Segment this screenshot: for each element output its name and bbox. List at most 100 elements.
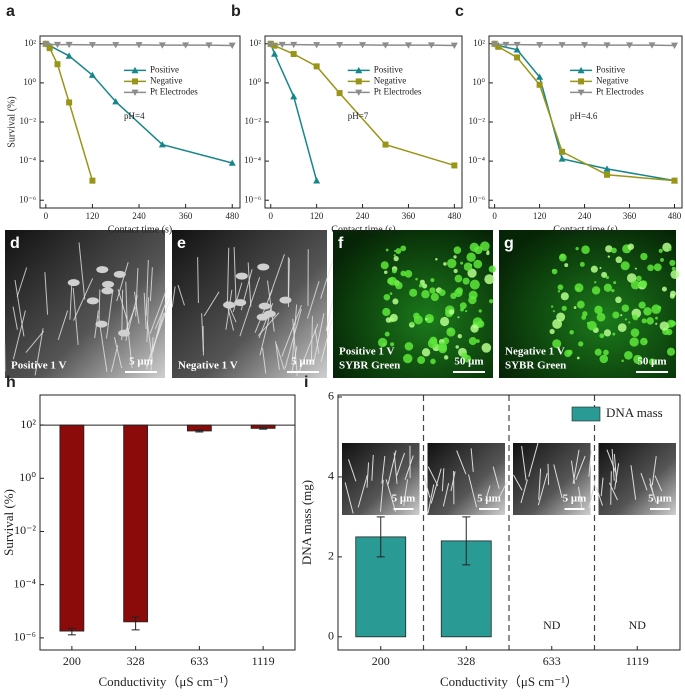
- y-tick-label: 10²: [20, 417, 36, 431]
- marker: [182, 42, 190, 49]
- marker: [313, 177, 321, 184]
- plot-frame: [39, 35, 241, 209]
- image-texture: [419, 279, 425, 285]
- x-tick-label: 1119: [626, 654, 649, 668]
- image-texture: [553, 464, 563, 499]
- image-texture: [605, 245, 613, 253]
- y-tick-label: 10⁻⁶: [19, 194, 36, 204]
- marker: [513, 46, 521, 53]
- image-texture: [626, 273, 637, 283]
- marker: [495, 43, 502, 50]
- scale-label: 50 μm: [454, 356, 483, 368]
- image-texture: [203, 291, 220, 317]
- micrograph: [172, 230, 327, 378]
- y-tick-label: 10⁻²: [14, 523, 36, 537]
- image-texture: [670, 320, 677, 327]
- image-texture: [513, 474, 523, 491]
- x-tick-label: 0: [492, 211, 497, 221]
- y-tick-label: 4: [328, 469, 334, 483]
- image-texture: [125, 281, 128, 331]
- image-texture: [117, 288, 128, 320]
- image-texture: [671, 266, 676, 271]
- image-texture: [630, 328, 640, 338]
- image-caption: Positive 1 V: [11, 360, 66, 372]
- x-tick-label: 480: [668, 211, 682, 221]
- marker: [66, 99, 73, 106]
- micrograph: [5, 230, 165, 378]
- image-texture: [149, 267, 153, 302]
- image-texture: [595, 486, 603, 506]
- image-texture: [310, 316, 313, 364]
- y-tick-label: 10⁰: [19, 470, 36, 484]
- panel-label: h: [6, 374, 16, 391]
- image-texture: [552, 339, 562, 349]
- marker: [581, 42, 589, 49]
- image-texture: [481, 342, 492, 353]
- image-texture: [437, 342, 448, 352]
- x-tick-label: 0: [44, 211, 49, 221]
- image-texture: [145, 308, 168, 367]
- image-texture: [575, 455, 586, 481]
- marker: [603, 42, 611, 49]
- image-texture: [101, 287, 114, 295]
- image-texture: [429, 287, 436, 294]
- image-texture: [600, 477, 604, 497]
- marker: [88, 71, 96, 78]
- image-texture: [654, 475, 663, 492]
- image-texture: [456, 450, 467, 475]
- image-texture: [197, 257, 199, 303]
- x-tick-label: 360: [623, 211, 637, 221]
- x-axis-title: Contact time (s): [108, 224, 172, 235]
- image-texture: [292, 318, 298, 376]
- image-texture: [469, 242, 479, 252]
- image-texture: [611, 247, 617, 254]
- image-texture: [601, 271, 608, 278]
- image-caption: SYBR Green: [339, 360, 400, 372]
- image-texture: [234, 299, 247, 307]
- marker: [355, 89, 363, 96]
- image-texture: [457, 333, 462, 339]
- image-texture: [400, 245, 407, 252]
- image-texture: [612, 311, 620, 319]
- image-texture: [591, 286, 601, 295]
- image-texture: [621, 359, 624, 363]
- image-texture: [430, 468, 442, 504]
- image-texture: [389, 292, 393, 295]
- image-texture: [314, 328, 320, 354]
- image-texture: [658, 248, 663, 253]
- image-texture: [443, 262, 447, 266]
- image-texture: [486, 251, 490, 256]
- legend-label: Negative: [150, 75, 182, 85]
- x-tick-label: 480: [448, 211, 462, 221]
- image-texture: [461, 352, 468, 360]
- image-texture: [291, 346, 298, 374]
- y-axis-title: Survival (%): [6, 96, 17, 147]
- marker: [112, 42, 120, 49]
- image-texture: [403, 353, 413, 364]
- image-texture: [344, 482, 354, 514]
- image-texture: [588, 450, 592, 477]
- panel-label: d: [10, 235, 20, 252]
- image-texture: [599, 354, 609, 364]
- image-texture: [528, 441, 539, 477]
- marker: [271, 42, 278, 49]
- image-texture: [569, 330, 574, 335]
- image-texture: [607, 255, 611, 258]
- image-texture: [320, 254, 335, 299]
- marker: [671, 177, 678, 184]
- image-texture: [409, 288, 418, 297]
- image-texture: [588, 474, 597, 509]
- marker: [382, 141, 389, 148]
- image-texture: [579, 261, 585, 267]
- x-tick-label: 200: [372, 654, 390, 668]
- image-texture: [488, 265, 496, 273]
- image-texture: [258, 302, 271, 310]
- image-texture: [391, 268, 397, 274]
- image-texture: [417, 356, 426, 364]
- image-texture: [550, 305, 554, 308]
- image-texture: [454, 274, 463, 283]
- plot-frame: [337, 394, 681, 651]
- image-texture: [457, 316, 460, 319]
- image-texture: [464, 310, 468, 313]
